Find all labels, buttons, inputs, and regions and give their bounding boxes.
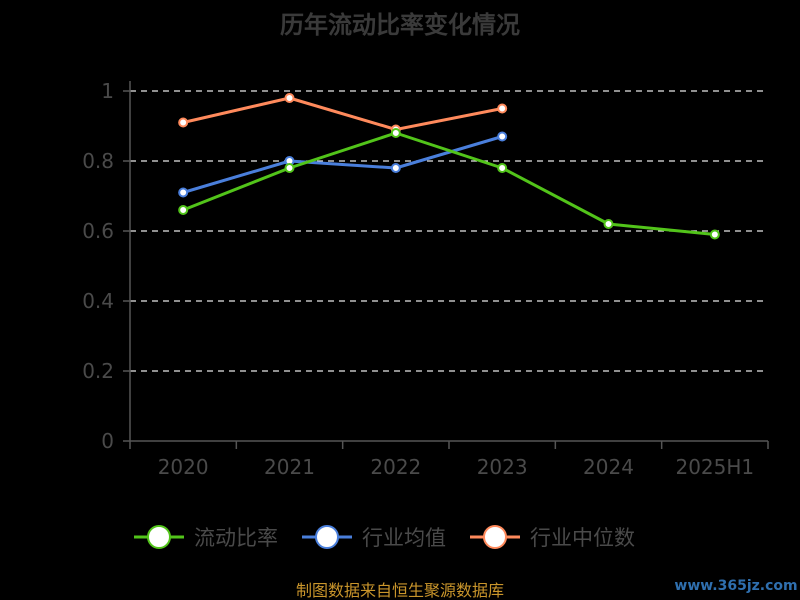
data-point[interactable]	[178, 205, 189, 215]
chart-title: 历年流动比率变化情况	[280, 11, 520, 39]
data-point[interactable]	[603, 219, 614, 229]
y-tick-label: 0.6	[82, 219, 114, 243]
x-tick-label: 2022	[370, 455, 421, 479]
grid-lines	[130, 90, 768, 372]
series-1	[178, 131, 508, 198]
series-group	[178, 93, 720, 240]
legend-item[interactable]: 流动比率	[134, 525, 278, 550]
data-point[interactable]	[284, 163, 295, 173]
legend-label: 行业均值	[362, 526, 446, 550]
y-axis-ticks: 0 0.2 0.4 0.6 0.8 1	[82, 79, 114, 453]
data-point[interactable]	[390, 163, 401, 173]
source-note: 制图数据来自恒生聚源数据库	[296, 581, 504, 600]
legend-label: 行业中位数	[530, 526, 635, 550]
axes	[123, 81, 769, 449]
y-tick-label: 0.4	[82, 289, 114, 313]
data-point[interactable]	[390, 128, 401, 138]
data-point[interactable]	[497, 103, 508, 114]
legend-circle-marker	[483, 525, 507, 549]
series-line	[182, 135, 503, 194]
legend-circle-marker	[147, 525, 171, 549]
data-point[interactable]	[709, 229, 720, 240]
data-point[interactable]	[497, 131, 508, 142]
data-point[interactable]	[284, 93, 295, 103]
series-2	[178, 93, 508, 135]
data-point[interactable]	[497, 163, 508, 173]
y-tick-label: 0.8	[82, 149, 114, 173]
y-tick-label: 0	[101, 429, 114, 453]
x-tick-label: 2025H1	[675, 455, 754, 479]
watermark: www.365jz.com	[674, 578, 797, 594]
data-point[interactable]	[178, 187, 189, 198]
x-axis-ticks: 2020 2021 2022 2023 2024 2025H1	[158, 455, 754, 479]
y-tick-label: 0.2	[82, 359, 114, 383]
legend-label: 流动比率	[194, 526, 278, 550]
series-line	[182, 96, 503, 131]
x-tick-label: 2023	[477, 455, 528, 479]
series-line	[182, 131, 715, 236]
legend[interactable]: 流动比率 行业均值 行业中位数	[134, 525, 635, 550]
series-0	[178, 128, 720, 240]
y-tick-label: 1	[101, 79, 114, 103]
legend-circle-marker	[315, 525, 339, 549]
legend-item[interactable]: 行业均值	[302, 525, 446, 550]
x-tick-label: 2021	[264, 455, 315, 479]
x-tick-label: 2020	[158, 455, 209, 479]
data-point[interactable]	[178, 117, 189, 128]
x-tick-label: 2024	[583, 455, 634, 479]
legend-item[interactable]: 行业中位数	[470, 525, 635, 550]
